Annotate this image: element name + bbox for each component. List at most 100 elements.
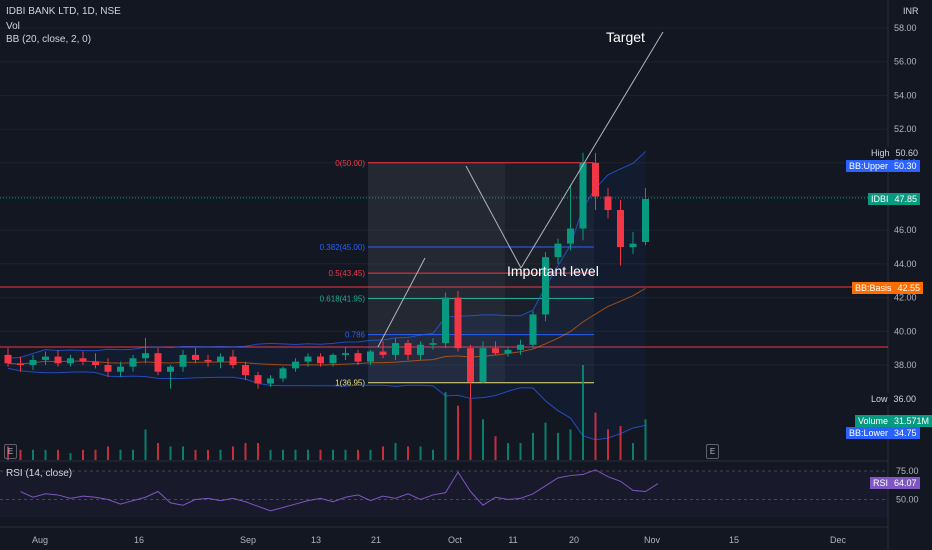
- volume-bar: [132, 449, 134, 460]
- fib-level-label: 0.786: [345, 331, 366, 340]
- price-tag-label: BB:Basis: [852, 282, 895, 295]
- candle-body: [404, 343, 412, 355]
- candle-body: [492, 348, 499, 354]
- candle-body: [242, 365, 249, 376]
- volume-bar: [144, 429, 147, 460]
- candle-body: [417, 344, 424, 355]
- candle-body: [292, 361, 299, 369]
- bb-legend: BB (20, close, 2, 0): [6, 34, 92, 45]
- volume-bar: [457, 405, 459, 460]
- price-tag-idbi: IDBI 47.85: [868, 193, 921, 206]
- price-tag-value: 50.60: [892, 146, 922, 159]
- candle-body: [554, 243, 562, 258]
- price-tag-value: 42.55: [894, 282, 924, 295]
- price-tag-bb-basis: BB:Basis 42.55: [852, 282, 924, 295]
- price-tag-label: IDBI: [868, 193, 892, 206]
- volume-bar: [632, 443, 634, 460]
- earnings-event-marker[interactable]: E: [706, 444, 719, 459]
- earnings-event-marker[interactable]: E: [4, 444, 17, 459]
- rsi-legend: RSI (14, close): [6, 468, 73, 479]
- price-tag-bb-upper: BB:Upper 50.30: [846, 160, 920, 173]
- candle-body: [642, 199, 649, 242]
- candle-body: [279, 368, 287, 379]
- candle-body: [92, 361, 99, 365]
- currency-label: INR: [903, 6, 919, 16]
- volume-bar: [532, 432, 534, 460]
- price-tag-label: Volume: [855, 414, 892, 427]
- candle-body: [142, 353, 149, 359]
- volume-bar: [194, 449, 197, 460]
- price-tag-value: 50.30: [891, 160, 920, 173]
- candle-body: [592, 162, 599, 197]
- volume-bar: [169, 446, 172, 460]
- y-tick-label: 54.00: [894, 90, 917, 100]
- candle-body: [429, 343, 437, 345]
- price-tag-value: 31.571M: [891, 414, 932, 427]
- volume-bar: [332, 449, 334, 460]
- volume-bar: [182, 446, 184, 460]
- candle-body: [629, 243, 637, 248]
- candle-body: [154, 353, 162, 372]
- candle-body: [479, 348, 487, 382]
- volume-bar: [57, 449, 59, 460]
- volume-bar: [319, 449, 322, 460]
- candle-body: [454, 297, 462, 349]
- volume-bar: [44, 449, 47, 460]
- fib-level-label: 0.382(45.00): [320, 243, 366, 252]
- volume-bar: [19, 449, 22, 460]
- volume-bar: [507, 443, 509, 460]
- volume-bar: [294, 449, 297, 460]
- bb-lower-line: [7, 367, 646, 441]
- x-tick-label: Dec: [830, 535, 847, 545]
- volume-bar: [644, 419, 647, 460]
- bb-upper-line: [7, 151, 646, 359]
- y-tick-label: 40.00: [894, 326, 917, 336]
- x-tick-label: 13: [311, 535, 321, 545]
- volume-bar: [94, 449, 97, 460]
- volume-bar: [282, 449, 284, 460]
- x-tick-label: Aug: [32, 535, 48, 545]
- rsi-tick-label: 75.00: [896, 466, 919, 476]
- volume-bar: [569, 429, 572, 460]
- candle-body: [304, 356, 312, 362]
- price-tag-value: 34.75: [891, 427, 920, 440]
- candle-body: [529, 314, 537, 345]
- x-tick-label: 11: [508, 535, 517, 545]
- volume-bar: [69, 453, 72, 460]
- volume-bar: [557, 432, 559, 460]
- volume-bar: [607, 429, 609, 460]
- volume-bar: [394, 443, 397, 460]
- price-tag-low: Low 36.00: [868, 392, 920, 405]
- volume-bar: [444, 392, 447, 460]
- volume-bar: [257, 443, 259, 460]
- price-tag-value: 47.85: [891, 193, 921, 206]
- candle-body: [467, 348, 474, 382]
- candle-body: [229, 356, 237, 365]
- candle-body: [617, 209, 624, 248]
- symbol-title: IDBI BANK LTD, 1D, NSE: [6, 6, 121, 17]
- rsi-line: [20, 469, 659, 512]
- volume-bar: [469, 398, 472, 460]
- candle-body: [167, 366, 174, 372]
- volume-bar: [344, 449, 347, 460]
- volume-bar: [107, 446, 109, 460]
- candle-body: [517, 344, 524, 350]
- y-tick-label: 58.00: [894, 23, 917, 33]
- volume-bar: [82, 449, 84, 460]
- y-tick-label: 46.00: [894, 225, 917, 235]
- candle-body: [317, 356, 324, 364]
- candle-body: [604, 196, 612, 210]
- volume-bar: [119, 449, 122, 460]
- candle-body: [17, 363, 24, 365]
- candle-body: [542, 257, 549, 315]
- candle-body: [117, 366, 124, 372]
- price-tag-label: Low: [868, 392, 891, 405]
- price-tag-bb-lower: BB:Lower 34.75: [846, 427, 920, 440]
- candle-body: [42, 356, 49, 360]
- candle-body: [367, 351, 374, 362]
- candle-body: [29, 359, 37, 365]
- trend-line: [377, 257, 426, 348]
- volume-bar: [232, 446, 234, 460]
- candle-body: [354, 353, 362, 362]
